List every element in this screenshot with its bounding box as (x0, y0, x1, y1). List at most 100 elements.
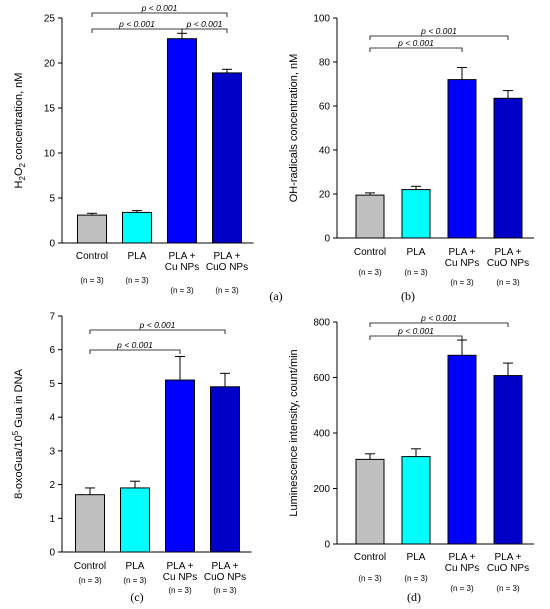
category-label: Control (354, 552, 386, 563)
bar-1 (355, 458, 385, 545)
bar-2 (401, 456, 431, 545)
y-tick-label: 15 (44, 104, 56, 115)
y-axis-label-part: 5 (11, 430, 20, 435)
y-tick-label: 800 (313, 318, 330, 329)
significance-bracket (89, 329, 226, 334)
y-tick-label: 60 (319, 102, 331, 113)
p-value-label: p < 0.001 (420, 26, 457, 36)
y-tick-label: 40 (319, 146, 331, 157)
y-tick-label: 1 (49, 514, 55, 525)
category-label: PLA + (449, 552, 476, 563)
n-label: (n = 3) (496, 584, 520, 593)
bar-4 (210, 386, 240, 553)
n-label: (n = 3) (450, 584, 474, 593)
category-label: Cu NPs (445, 258, 479, 269)
y-tick-label: 25 (44, 14, 56, 25)
n-label: (n = 3) (170, 286, 194, 295)
category-label: CuO NPs (204, 572, 246, 583)
category-label: Cu NPs (165, 262, 199, 273)
n-label: (n = 3) (78, 576, 102, 585)
y-axis-label-part: O (13, 167, 25, 176)
bar-4 (493, 97, 523, 239)
n-label: (n = 3) (215, 286, 239, 295)
category-label: Cu NPs (163, 572, 197, 583)
bar-4 (493, 375, 523, 545)
n-label: (n = 3) (80, 276, 104, 285)
y-axis-label: OH-radicals concentration, nM (288, 54, 300, 203)
category-label: PLA + (169, 251, 196, 262)
category-label: Control (74, 561, 106, 572)
panel-b: 0 20 40 60 80 100 OH-radicals concentration, n… (288, 14, 534, 303)
y-axis-label: H2O2 concentration, nM (13, 73, 27, 189)
y-axis-label-part: H (13, 180, 25, 188)
y-tick-label: 80 (319, 58, 331, 69)
n-label: (n = 3) (125, 276, 149, 285)
significance-bracket (91, 28, 183, 33)
p-value-label: p < 0.001 (118, 19, 155, 29)
y-tick-label: 0 (324, 234, 330, 245)
bar-2 (120, 487, 150, 553)
y-tick-label: 200 (313, 484, 330, 495)
category-label: PLA + (212, 561, 239, 572)
category-label: PLA (126, 561, 145, 572)
category-label: PLA (407, 247, 426, 258)
category-label: Control (354, 247, 386, 258)
significance-bracket (369, 322, 509, 327)
y-axis-label-part: Gua in DNA (13, 368, 25, 430)
y-axis-label-part: Luminescence intensity, count/min (288, 349, 300, 516)
y-tick-label: 0 (324, 540, 330, 551)
y-tick-label: 600 (313, 373, 330, 384)
panel-label: (b) (401, 289, 415, 303)
category-label: PLA (128, 251, 147, 262)
category-label: CuO NPs (487, 258, 529, 269)
significance-bracket (91, 12, 228, 17)
y-axis-label-part: 8-oxoGua/10 (13, 435, 25, 499)
y-tick-label: 400 (313, 429, 330, 440)
bar-1 (355, 194, 385, 239)
bar-1 (77, 214, 107, 244)
n-label: (n = 3) (496, 278, 520, 287)
category-label: Cu NPs (445, 563, 479, 574)
y-tick-label: 10 (44, 149, 56, 160)
bar-3 (447, 79, 477, 239)
p-value-label: p < 0.001 (116, 340, 153, 350)
n-label: (n = 3) (404, 574, 428, 583)
y-axis-label-part: 2 (18, 162, 27, 167)
y-tick-label: 3 (49, 446, 55, 457)
significance-bracket (181, 28, 228, 33)
y-tick-label: 6 (49, 345, 55, 356)
category-label: PLA + (495, 247, 522, 258)
bar-4 (212, 72, 242, 244)
p-value-label: p < 0.001 (420, 313, 457, 323)
y-tick-label: 5 (49, 194, 55, 205)
p-value-label: p < 0.001 (397, 326, 434, 336)
p-value-label: p < 0.001 (139, 320, 176, 330)
category-label: CuO NPs (206, 262, 248, 273)
category-label: CuO NPs (487, 563, 529, 574)
category-label: PLA + (214, 251, 241, 262)
panel-d: 0 200 400 600 800 Luminescence intensity, cou… (288, 313, 534, 604)
y-axis-label: 8-oxoGua/105 Gua in DNA (11, 368, 25, 498)
panel-label: (d) (407, 590, 421, 604)
y-tick-label: 7 (49, 312, 55, 323)
n-label: (n = 3) (168, 586, 192, 595)
y-tick-label: 0 (49, 239, 55, 250)
n-label: (n = 3) (450, 278, 474, 287)
y-axis-label-part: OH-radicals concentration, nM (288, 54, 300, 203)
y-tick-label: 4 (49, 413, 55, 424)
category-label: PLA (407, 552, 426, 563)
bar-1 (75, 494, 105, 553)
bar-2 (401, 189, 431, 239)
category-label: Control (76, 251, 108, 262)
category-label: PLA + (495, 552, 522, 563)
significance-bracket (89, 349, 181, 354)
panel-label: (a) (269, 289, 282, 303)
category-label: PLA + (167, 561, 194, 572)
bar-2 (122, 211, 152, 244)
n-label: (n = 3) (123, 576, 147, 585)
significance-bracket (369, 47, 463, 52)
y-tick-label: 2 (49, 480, 55, 491)
bar-3 (167, 38, 197, 244)
